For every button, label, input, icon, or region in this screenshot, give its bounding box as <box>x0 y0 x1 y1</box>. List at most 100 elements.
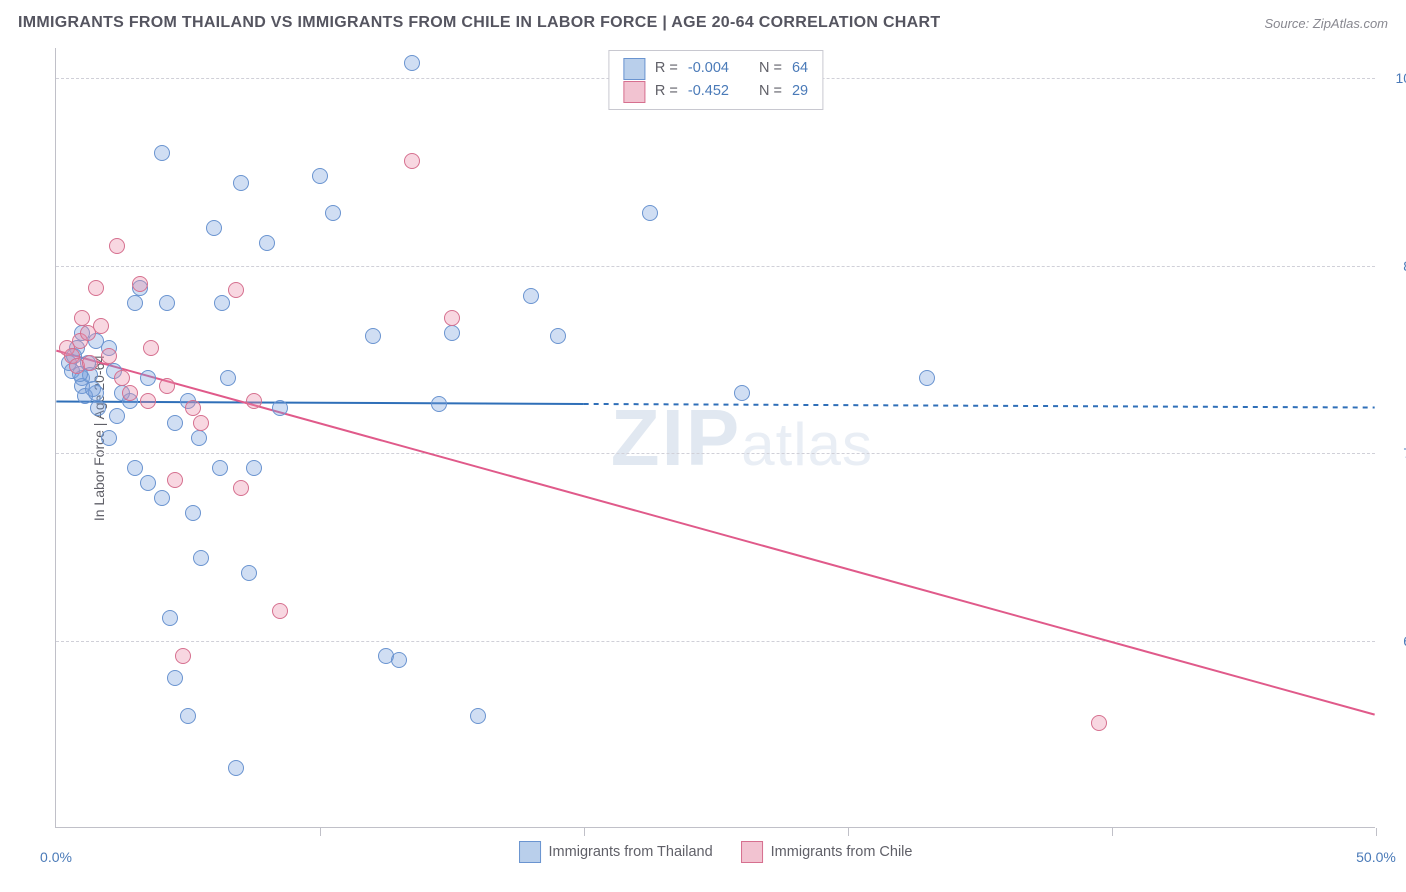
data-point <box>93 318 109 334</box>
data-point <box>167 670 183 686</box>
x-tick-label: 0.0% <box>40 849 72 865</box>
watermark-light: atlas <box>741 410 873 479</box>
n-label: N = <box>759 80 782 103</box>
r-value: -0.452 <box>688 80 729 103</box>
source-attribution: Source: ZipAtlas.com <box>1264 16 1388 31</box>
data-point <box>206 220 222 236</box>
data-point <box>140 475 156 491</box>
legend-swatch <box>519 841 541 863</box>
data-point <box>470 708 486 724</box>
legend-swatch <box>623 58 645 80</box>
data-point <box>193 550 209 566</box>
data-point <box>228 282 244 298</box>
data-point <box>550 328 566 344</box>
data-point <box>159 295 175 311</box>
data-point <box>159 378 175 394</box>
n-value: 29 <box>792 80 808 103</box>
data-point <box>919 370 935 386</box>
data-point <box>734 385 750 401</box>
r-label: R = <box>655 57 678 80</box>
gridline-h <box>56 641 1375 642</box>
legend-swatch <box>741 841 763 863</box>
x-tick <box>584 828 585 836</box>
data-point <box>154 145 170 161</box>
legend-series-label: Immigrants from Thailand <box>549 844 713 860</box>
data-point <box>140 393 156 409</box>
data-point <box>312 168 328 184</box>
data-point <box>101 348 117 364</box>
x-tick <box>1376 828 1377 836</box>
data-point <box>167 472 183 488</box>
data-point <box>132 276 148 292</box>
gridline-h <box>56 453 1375 454</box>
data-point <box>220 370 236 386</box>
data-point <box>175 648 191 664</box>
data-point <box>191 430 207 446</box>
legend-series-item: Immigrants from Thailand <box>519 841 713 863</box>
data-point <box>162 610 178 626</box>
data-point <box>272 400 288 416</box>
data-point <box>233 175 249 191</box>
data-point <box>404 55 420 71</box>
data-point <box>193 415 209 431</box>
data-point <box>431 396 447 412</box>
legend-series: Immigrants from Thailand Immigrants from … <box>519 841 913 863</box>
data-point <box>391 652 407 668</box>
y-tick-label: 100.0% <box>1383 70 1406 86</box>
data-point <box>444 310 460 326</box>
data-point <box>365 328 381 344</box>
gridline-h <box>56 266 1375 267</box>
data-point <box>523 288 539 304</box>
data-point <box>444 325 460 341</box>
x-tick-label: 50.0% <box>1356 849 1396 865</box>
data-point <box>82 355 98 371</box>
y-tick-label: 87.5% <box>1383 258 1406 274</box>
data-point <box>122 385 138 401</box>
data-point <box>127 295 143 311</box>
data-point <box>1091 715 1107 731</box>
trend-lines <box>56 48 1375 827</box>
watermark-bold: ZIP <box>611 392 741 484</box>
x-tick <box>1112 828 1113 836</box>
chart-title: IMMIGRANTS FROM THAILAND VS IMMIGRANTS F… <box>18 14 940 32</box>
data-point <box>185 505 201 521</box>
data-point <box>143 340 159 356</box>
n-label: N = <box>759 57 782 80</box>
data-point <box>185 400 201 416</box>
data-point <box>85 381 101 397</box>
data-point <box>214 295 230 311</box>
data-point <box>212 460 228 476</box>
trend-line-dashed <box>584 404 1375 408</box>
r-value: -0.004 <box>688 57 729 80</box>
y-tick-label: 75.0% <box>1383 445 1406 461</box>
data-point <box>90 400 106 416</box>
data-point <box>88 280 104 296</box>
title-bar: IMMIGRANTS FROM THAILAND VS IMMIGRANTS F… <box>18 14 1388 32</box>
legend-correlation-row: R = -0.452 N = 29 <box>623 80 808 103</box>
legend-swatch <box>623 81 645 103</box>
legend-series-item: Immigrants from Chile <box>741 841 913 863</box>
data-point <box>101 430 117 446</box>
data-point <box>246 393 262 409</box>
chart-area: In Labor Force | Age 20-64 ZIPatlas 62.5… <box>55 48 1375 828</box>
data-point <box>272 603 288 619</box>
r-label: R = <box>655 80 678 103</box>
watermark: ZIPatlas <box>611 392 873 484</box>
data-point <box>109 238 125 254</box>
legend-correlation: R = -0.004 N = 64 R = -0.452 N = 29 <box>608 50 823 110</box>
data-point <box>109 408 125 424</box>
data-point <box>325 205 341 221</box>
data-point <box>233 480 249 496</box>
data-point <box>241 565 257 581</box>
data-point <box>127 460 143 476</box>
data-point <box>246 460 262 476</box>
legend-correlation-row: R = -0.004 N = 64 <box>623 57 808 80</box>
data-point <box>404 153 420 169</box>
legend-series-label: Immigrants from Chile <box>771 844 913 860</box>
data-point <box>167 415 183 431</box>
x-tick <box>848 828 849 836</box>
data-point <box>259 235 275 251</box>
data-point <box>114 370 130 386</box>
data-point <box>140 370 156 386</box>
n-value: 64 <box>792 57 808 80</box>
